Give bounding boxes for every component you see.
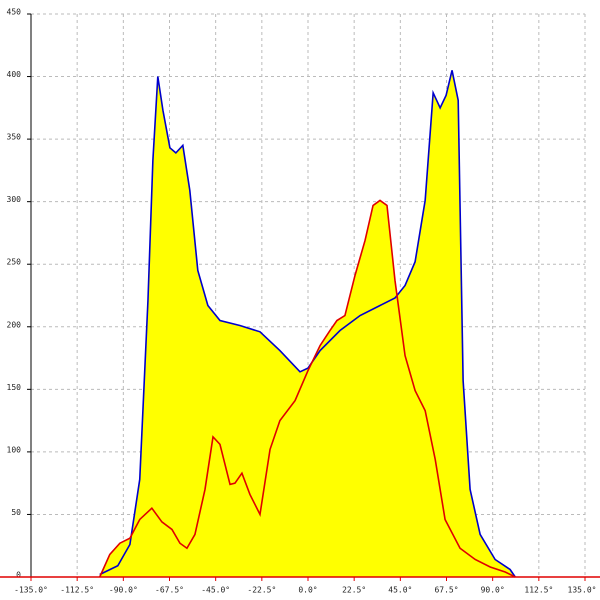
- y-tick-label: 100: [7, 445, 22, 454]
- x-tick-label: -135.0°: [14, 586, 48, 595]
- x-tick-label: -45.0°: [201, 586, 230, 595]
- x-tick-label: 0.0°: [298, 586, 317, 595]
- line: [99, 199, 516, 578]
- x-tick-label: 67.5°: [434, 586, 458, 595]
- y-tick-label: 300: [7, 195, 22, 204]
- x-tick-label: 22.5°: [342, 586, 366, 595]
- y-tick-label: 50: [11, 508, 21, 517]
- line: [99, 70, 516, 578]
- x-tick-label: -90.0°: [109, 586, 138, 595]
- x-tick-label: 45.0°: [388, 586, 412, 595]
- x-tick-label: 112.5°: [524, 586, 553, 595]
- x-tick-label: -67.5°: [155, 586, 184, 595]
- y-tick-label: 150: [7, 383, 22, 392]
- y-tick-label: 350: [7, 133, 22, 142]
- y-tick-label: 250: [7, 258, 22, 267]
- x-tick-label: 135.0°: [568, 586, 597, 595]
- y-tick-label: 0: [16, 571, 21, 580]
- area: [99, 200, 516, 577]
- y-tick-label: 450: [7, 8, 22, 17]
- x-tick-label: -112.5°: [60, 586, 94, 595]
- x-tick-label: -22.5°: [247, 586, 276, 595]
- y-tick-label: 400: [7, 70, 22, 79]
- y-tick-label: 200: [7, 320, 22, 329]
- x-tick-label: 90.0°: [481, 586, 505, 595]
